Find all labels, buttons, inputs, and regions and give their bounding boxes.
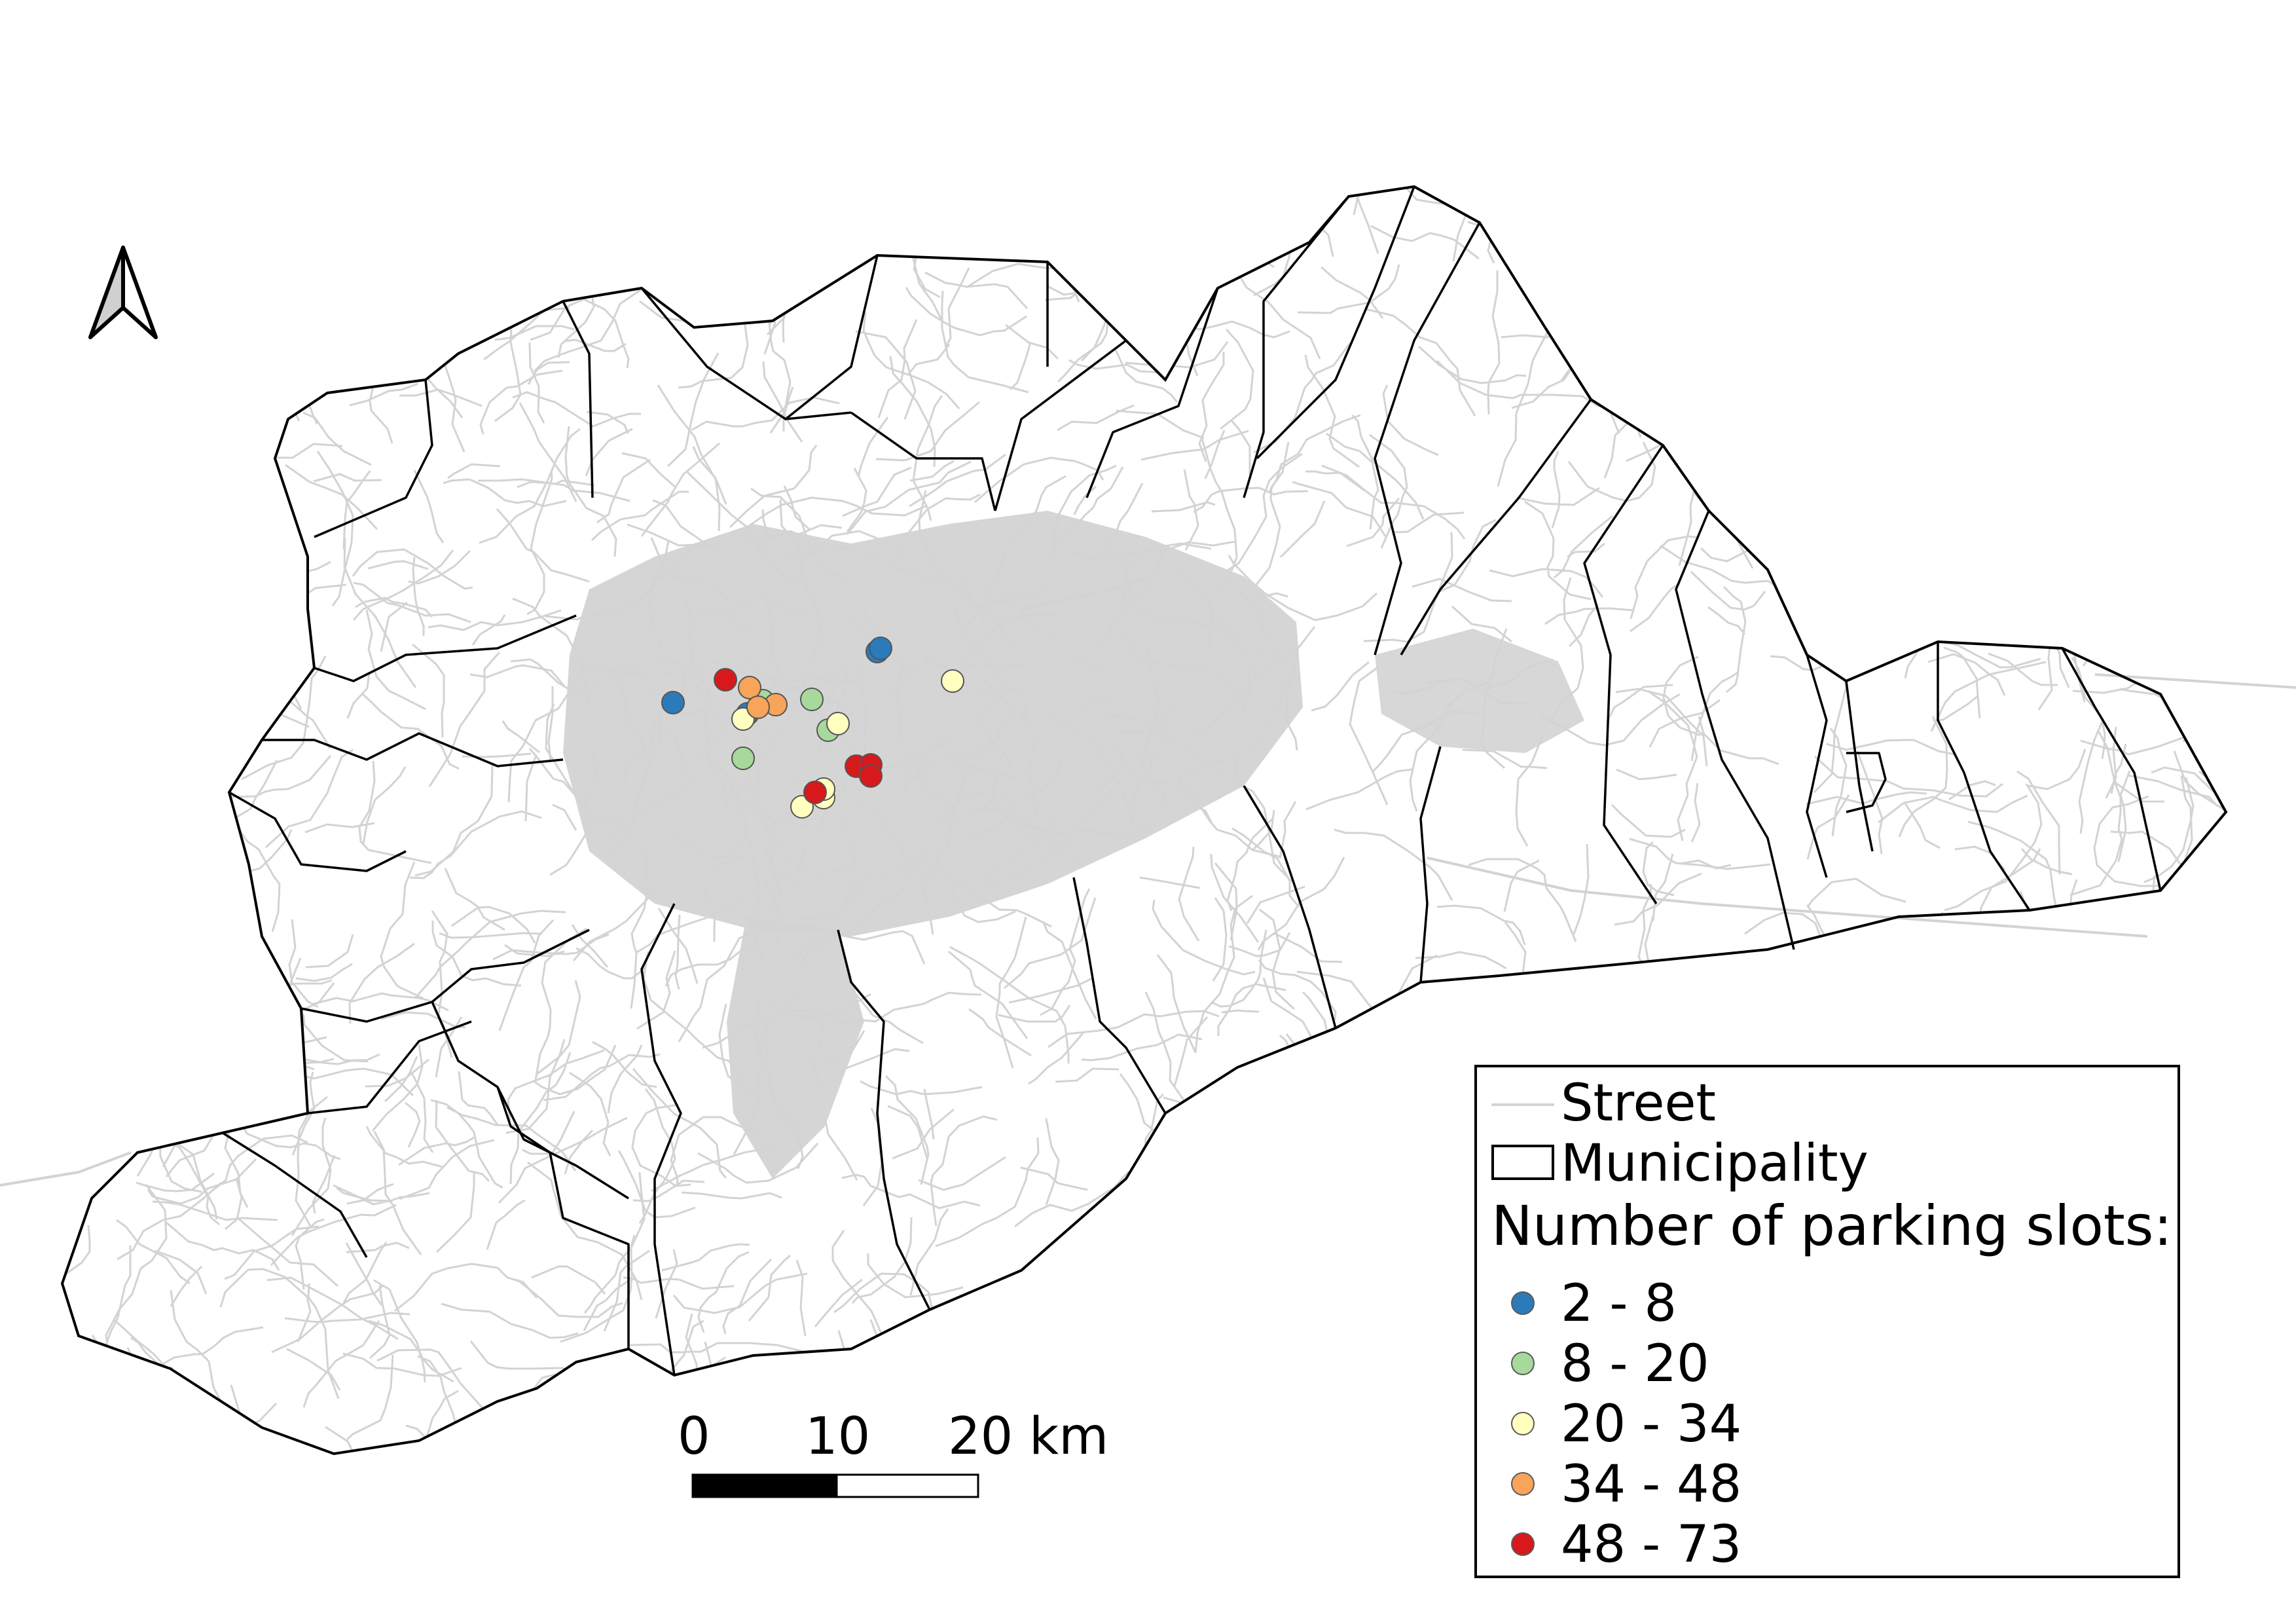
street-symbol-icon — [1491, 1103, 1554, 1106]
legend-class-8-20-label: 8 - 20 — [1561, 1335, 1709, 1393]
scale-bar — [691, 1473, 979, 1498]
municipality-symbol-icon — [1491, 1145, 1554, 1180]
legend-class-2-8-label: 2 - 8 — [1561, 1274, 1677, 1333]
urban-south — [727, 917, 864, 1179]
parking-point[interactable] — [803, 781, 827, 804]
urban-core — [563, 511, 1303, 936]
parking-point[interactable] — [746, 695, 770, 719]
legend-class-20-34-label: 20 - 34 — [1561, 1395, 1742, 1454]
scale-bar-white-segment — [835, 1473, 979, 1498]
parking-point[interactable] — [661, 691, 685, 714]
parking-point[interactable] — [714, 668, 737, 692]
scale-bar-black-segment — [691, 1473, 838, 1498]
region-border — [60, 185, 2228, 1456]
north-arrow-icon — [88, 246, 158, 339]
legend-class-2-8-swatch — [1511, 1291, 1535, 1315]
parking-point[interactable] — [826, 712, 850, 735]
parking-point[interactable] — [800, 688, 824, 711]
legend-class-20-34-swatch — [1511, 1412, 1535, 1435]
legend-class-8-20-swatch — [1511, 1352, 1535, 1375]
legend-class-48-73-swatch — [1511, 1532, 1535, 1556]
legend: Street Municipality Number of parking sl… — [1474, 1065, 2180, 1578]
scale-label-0: 0 — [678, 1407, 710, 1466]
scale-label-20km: 20 km — [948, 1407, 1109, 1466]
legend-title: Number of parking slots: — [1491, 1194, 2172, 1258]
municipality-borders — [222, 186, 2162, 1376]
highway-lines — [0, 575, 2296, 1187]
scale-label-10: 10 — [805, 1407, 871, 1466]
parking-points — [661, 637, 964, 819]
legend-class-48-73-label: 48 - 73 — [1561, 1515, 1742, 1574]
parking-point[interactable] — [869, 637, 892, 660]
legend-municipality-label: Municipality — [1561, 1134, 1868, 1193]
parking-point[interactable] — [941, 669, 964, 693]
legend-street-label: Street — [1561, 1074, 1717, 1133]
parking-point[interactable] — [731, 747, 755, 770]
parking-point[interactable] — [859, 764, 883, 788]
legend-class-34-48-swatch — [1511, 1472, 1535, 1496]
urban-east — [1375, 629, 1584, 753]
parking-point[interactable] — [738, 676, 761, 699]
legend-class-34-48-label: 34 - 48 — [1561, 1455, 1742, 1514]
